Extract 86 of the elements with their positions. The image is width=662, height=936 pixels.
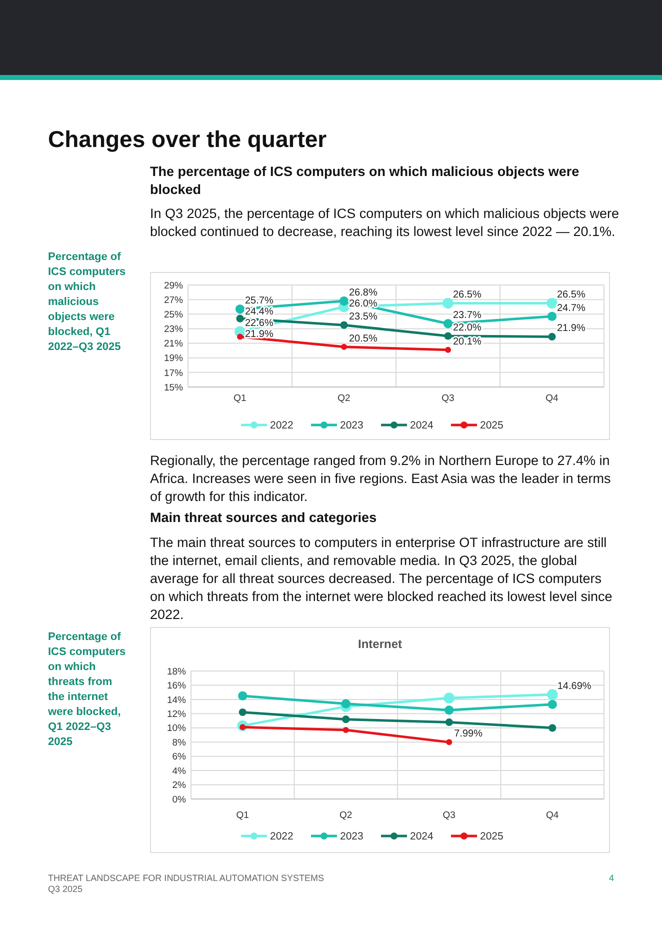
y-tick-label: 4% — [172, 766, 187, 777]
data-label: 23.5% — [349, 312, 378, 323]
text: The main threat sources to computers in enterprise OT infrastructure are still the internet, email clients, and removable media. In Q3 2025, the global average for all threat sources decreased. The percentage of ICS computers on which threats from the internet were blocked reached its lowest level since 2022. — [150, 534, 614, 624]
text: Percentage of ICS computers on which threats from the internet were blocked, Q1 2022–Q3 2025 — [48, 630, 127, 750]
y-tick-label: 2% — [172, 780, 187, 792]
x-tick-label: Q1 — [236, 810, 249, 821]
point — [546, 689, 558, 700]
point — [342, 727, 349, 734]
point — [445, 718, 453, 726]
data-label: 26.8% — [349, 288, 378, 299]
y-tick-label: 23% — [164, 324, 184, 336]
point — [341, 344, 347, 350]
text: In Q3 2025, the percentage of ICS computers on which malicious objects were blocked continued to decrease, reaching its lowest level since 2022 — 20.1%. — [150, 205, 620, 241]
y-tick-label: 6% — [172, 752, 187, 763]
text: The percentage of ICS computers on which malicious objects were blocked — [150, 163, 580, 199]
data-label: 21.9% — [245, 329, 274, 340]
point — [547, 312, 557, 321]
point — [339, 296, 349, 306]
y-tick-label: 12% — [166, 708, 187, 720]
legend-label: 2022 — [270, 420, 294, 432]
point — [238, 708, 246, 716]
text: Percentage of ICS computers on which malicious objects were blocked, Q1 2022–Q3 2025 — [48, 250, 127, 355]
y-tick-label: 15% — [164, 382, 184, 394]
point — [548, 700, 557, 710]
point — [342, 716, 350, 724]
point — [444, 706, 454, 715]
legend-label: 2025 — [480, 830, 504, 843]
point — [237, 334, 243, 340]
data-label: 20.5% — [349, 333, 378, 344]
point — [548, 724, 556, 732]
legend-label: 2023 — [340, 830, 364, 843]
y-tick-label: 29% — [164, 280, 184, 292]
legend-label: 2024 — [410, 420, 434, 432]
x-tick-label: Q3 — [442, 393, 454, 404]
data-label: 14.69% — [557, 681, 592, 692]
y-tick-label: 21% — [164, 338, 184, 350]
data-label: 23.7% — [453, 310, 482, 322]
x-tick-label: Q2 — [340, 810, 352, 821]
point — [442, 298, 454, 309]
point — [548, 332, 556, 341]
chart-title: Internet — [358, 637, 402, 651]
point — [443, 319, 453, 328]
legend-label: 2025 — [480, 420, 504, 432]
legend-label: 2022 — [270, 830, 294, 843]
point — [546, 298, 558, 309]
data-label: 20.1% — [453, 336, 482, 348]
text: Q3 2025 — [48, 884, 84, 894]
y-tick-label: 27% — [164, 294, 184, 306]
x-tick-label: Q1 — [234, 393, 246, 404]
point — [444, 692, 455, 704]
point — [446, 739, 452, 746]
point — [445, 346, 451, 353]
text: THREAT LANDSCAPE FOR INDUSTRIAL AUTOMATION SYSTEMS — [48, 873, 326, 883]
text: Main threat sources and categories — [150, 510, 378, 525]
y-tick-label: 0% — [172, 794, 187, 806]
data-label: 24.4% — [245, 306, 274, 318]
y-tick-label: 10% — [166, 723, 187, 734]
y-tick-label: 25% — [164, 309, 184, 320]
x-tick-label: Q2 — [338, 393, 350, 404]
y-tick-label: 8% — [172, 737, 187, 748]
x-tick-label: Q3 — [442, 810, 456, 821]
point — [444, 332, 452, 340]
text: Changes over the quarter — [48, 126, 328, 153]
legend-label: 2024 — [410, 830, 434, 843]
data-label: 7.99% — [454, 728, 483, 740]
point — [236, 314, 244, 322]
data-label: 22.0% — [453, 322, 482, 334]
text: 4 — [608, 873, 614, 883]
point — [238, 691, 248, 700]
data-label: 24.7% — [557, 302, 586, 314]
data-label: 26.5% — [557, 290, 586, 301]
y-tick-label: 18% — [166, 666, 187, 678]
data-label: 21.9% — [557, 323, 586, 334]
point — [340, 321, 348, 329]
legend-label: 2023 — [340, 420, 364, 432]
y-tick-label: 14% — [166, 694, 187, 706]
point — [235, 304, 245, 314]
y-tick-label: 16% — [166, 680, 187, 692]
point — [341, 699, 350, 708]
y-tick-label: 17% — [164, 368, 184, 379]
data-label: 26.5% — [453, 290, 482, 301]
y-tick-label: 19% — [164, 353, 184, 364]
data-label: 25.7% — [245, 296, 274, 307]
x-tick-label: Q4 — [546, 810, 559, 821]
x-tick-label: Q4 — [546, 393, 558, 404]
text: Regionally, the percentage ranged from 9.2% in Northern Europe to 27.4% in Africa. Increases were seen in five regions. East Asia was the leader in terms of growth for this indicator. — [150, 452, 612, 506]
